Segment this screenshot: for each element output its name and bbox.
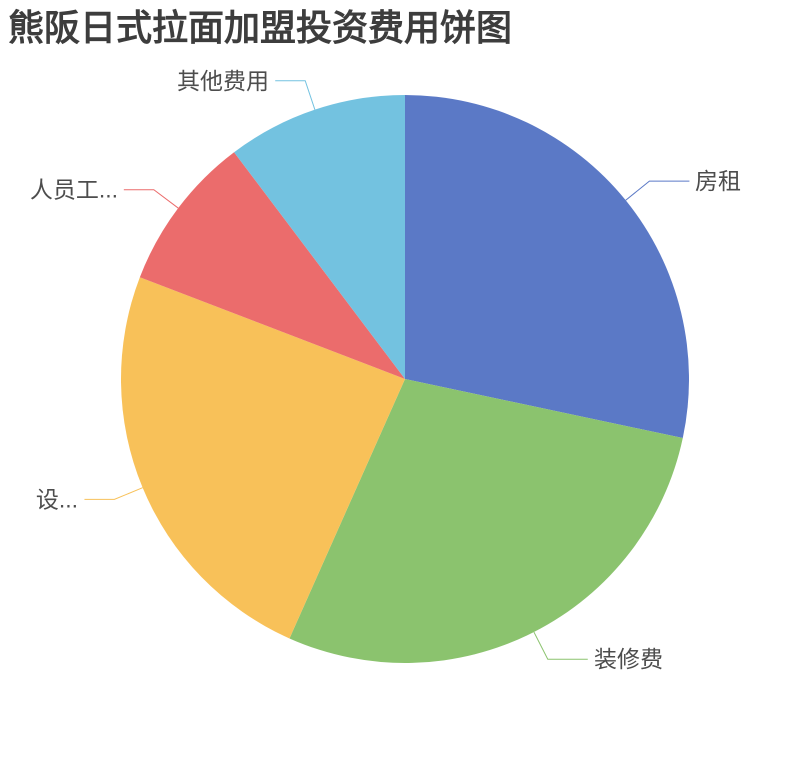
svg-text:房租: 房租 <box>695 168 741 194</box>
svg-text:设...: 设... <box>36 486 78 512</box>
svg-text:其他费用: 其他费用 <box>177 68 269 94</box>
svg-text:人员工...: 人员工... <box>30 177 118 203</box>
svg-text:装修费: 装修费 <box>594 646 663 672</box>
